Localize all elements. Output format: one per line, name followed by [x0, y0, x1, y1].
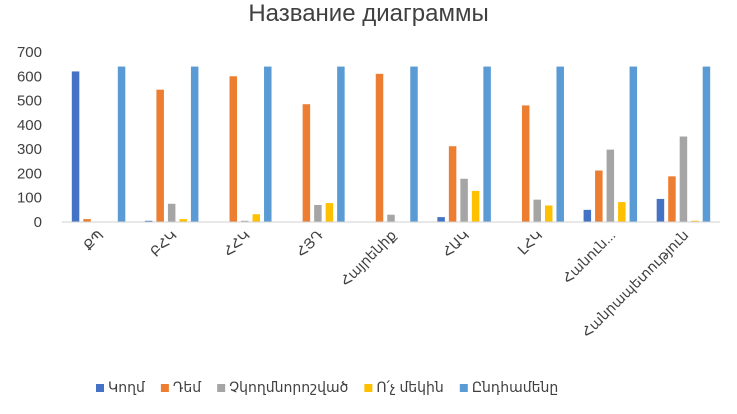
legend-swatch	[160, 384, 169, 392]
x-axis: ՔՊ ԲՀԿ ՀՀԿ ՀՅԴ Հայրենիք ՀԱԿ ԼՀԿ Հանուն...Հանրապ…	[80, 226, 692, 340]
bar	[691, 220, 699, 222]
bar	[448, 146, 457, 222]
bar	[410, 66, 418, 222]
bar	[337, 66, 345, 222]
bar	[156, 89, 164, 222]
bar	[556, 66, 564, 222]
y-tick-label: 400	[17, 117, 42, 134]
bar	[83, 219, 91, 222]
bar	[179, 219, 187, 222]
y-tick-label: 0	[34, 214, 42, 231]
bar	[264, 66, 272, 222]
bar	[656, 198, 665, 222]
y-tick-label: 500	[17, 93, 42, 110]
legend-swatch	[96, 384, 104, 392]
bar	[471, 190, 480, 222]
bar	[521, 105, 530, 222]
y-axis: 0 100 200 300 400 500 600 700	[17, 44, 42, 231]
bar	[314, 205, 322, 222]
bar	[252, 214, 261, 222]
x-tick-label: Հայրենիք	[337, 227, 399, 289]
y-tick-label: 300	[17, 141, 42, 158]
legend-swatch	[364, 384, 373, 392]
bar	[544, 205, 553, 222]
bar	[241, 220, 249, 222]
bar	[583, 209, 592, 222]
legend-swatch	[459, 384, 468, 392]
bar	[167, 203, 176, 222]
bar	[629, 66, 638, 222]
x-tick-label: ԲՀԿ	[147, 227, 180, 260]
bar	[117, 66, 126, 222]
x-tick-label: ՔՊ	[80, 227, 107, 254]
y-tick-label: 200	[17, 165, 42, 182]
bar	[533, 199, 541, 222]
bar	[302, 104, 311, 222]
bar	[618, 202, 626, 222]
chart-title: Название диаграммы	[248, 0, 489, 27]
legend-swatch	[217, 384, 226, 392]
bar	[606, 149, 615, 222]
bar	[679, 136, 688, 222]
x-tick-label: ՀՀԿ	[220, 227, 253, 260]
legend-item-label: Չկողմնորոշված	[229, 379, 348, 395]
legend-item-label: Ո՛չ մեկին	[376, 379, 443, 395]
bar	[229, 76, 238, 222]
x-tick-label: ԼՀԿ	[514, 227, 545, 258]
bar	[190, 66, 199, 222]
bar	[595, 170, 603, 222]
bar	[375, 73, 384, 222]
bar	[460, 178, 468, 222]
x-tick-label: Հանուն...	[559, 227, 618, 286]
bar	[668, 176, 676, 222]
legend: Կողմ Դեմ Չկողմնորոշված Ո՛չ մեկին Ընդհամենը	[96, 379, 558, 395]
bars	[71, 66, 711, 223]
x-tick-label: ՀՅԴ	[293, 226, 326, 259]
bar	[387, 214, 395, 222]
y-tick-label: 700	[17, 44, 42, 61]
legend-item-label: Դեմ	[173, 379, 202, 395]
bar	[325, 203, 334, 222]
bar	[144, 220, 153, 222]
bar	[437, 217, 445, 222]
legend-item-label: Ընդհամենը	[472, 379, 558, 395]
x-tick-label: ՀԱԿ	[439, 227, 472, 260]
y-tick-label: 100	[17, 190, 42, 207]
bar	[71, 71, 80, 223]
y-tick-label: 600	[17, 68, 42, 85]
bar	[483, 66, 491, 222]
bar	[702, 66, 711, 222]
legend-item-label: Կողմ	[108, 379, 146, 395]
